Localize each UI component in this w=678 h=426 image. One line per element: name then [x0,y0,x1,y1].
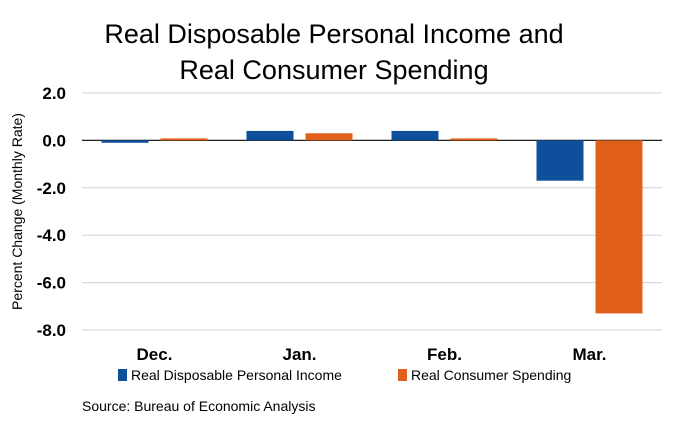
y-tick-label: -4.0 [37,226,66,245]
y-tick-label: -6.0 [37,274,66,293]
x-tick-label: Mar. [572,345,606,364]
bar [450,138,498,141]
x-tick-label: Jan. [282,345,316,364]
y-tick-label: -2.0 [37,179,66,198]
legend-label: Real Consumer Spending [411,367,571,383]
y-tick-label: 2.0 [42,84,66,103]
source-note: Source: Bureau of Economic Analysis [82,398,316,414]
bar [305,133,353,141]
chart-title: Real Disposable Personal Income and Real… [0,16,678,88]
chart-title-line-1: Real Disposable Personal Income and [104,19,564,49]
bar [101,140,149,143]
bar [160,138,208,141]
y-tick-label: 0.0 [42,131,66,150]
x-tick-label: Dec. [137,345,173,364]
legend-label: Real Disposable Personal Income [131,367,342,383]
bar [391,130,439,141]
y-tick-label: -8.0 [37,321,66,340]
bar [246,130,294,141]
y-axis-label: Percent Change (Monthly Rate) [9,113,25,310]
x-tick-label: Feb. [427,345,462,364]
chart-title-line-2: Real Consumer Spending [179,55,489,85]
bar [595,140,643,314]
bar [536,140,584,181]
legend-swatch [398,369,407,381]
legend-swatch [118,369,127,381]
